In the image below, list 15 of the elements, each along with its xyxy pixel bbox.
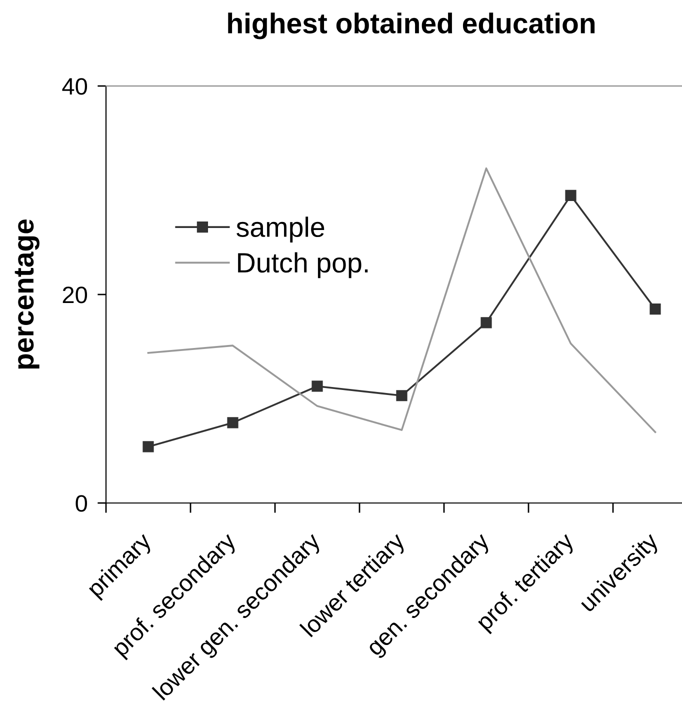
point <box>650 304 661 315</box>
y-axis-title: percentage <box>14 220 40 369</box>
point <box>565 190 576 202</box>
point <box>227 417 238 428</box>
legend-label: Dutch pop. <box>238 252 368 278</box>
point <box>142 441 154 452</box>
legend-label: sample <box>236 216 324 243</box>
point <box>396 390 408 402</box>
y-tick-label: 40 <box>62 78 88 95</box>
point <box>312 380 323 392</box>
y-tick-label: 20 <box>62 286 88 304</box>
point <box>480 317 492 328</box>
chart-title: highest obtained education <box>228 12 595 40</box>
line-series <box>147 167 656 434</box>
y-tick-label: 0 <box>76 495 88 512</box>
